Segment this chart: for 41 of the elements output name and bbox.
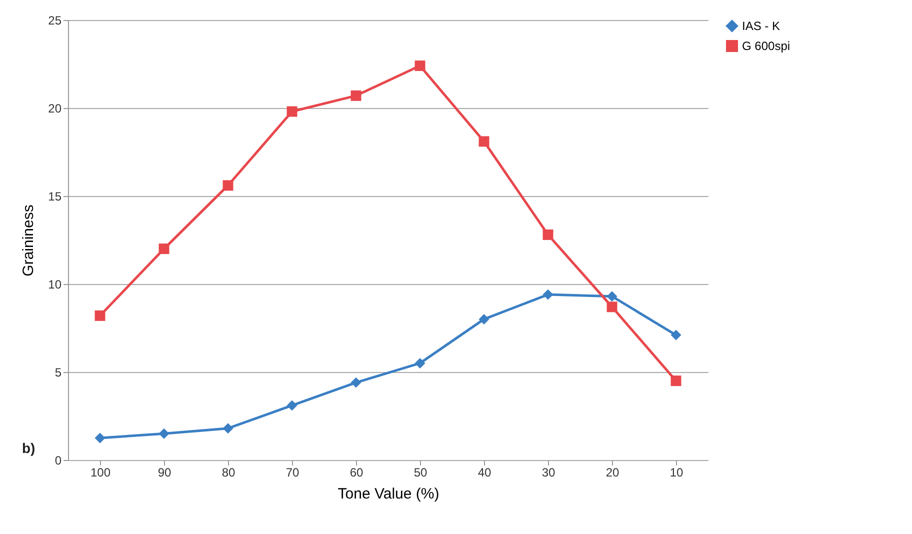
point [222, 423, 234, 434]
y-tick-label: 5 [54, 366, 62, 380]
y-axis-title: Graininess [20, 204, 38, 276]
x-tick-label: 50 [414, 466, 428, 480]
y-tick-label: 10 [48, 278, 62, 292]
point [606, 302, 618, 312]
point [94, 310, 106, 321]
legend-label: IAS - K [742, 19, 780, 33]
x-tick-label: 90 [158, 466, 172, 480]
legend-label: G 600spi [742, 39, 790, 53]
point [222, 180, 234, 191]
point [158, 428, 170, 439]
x-tick-label: 70 [286, 466, 300, 480]
point [158, 244, 170, 254]
point [350, 377, 362, 388]
x-tick-label: 100 [90, 466, 111, 480]
point [286, 106, 298, 117]
point [670, 376, 682, 386]
point [478, 136, 490, 147]
x-tick-label: 20 [606, 466, 620, 480]
point [478, 314, 490, 324]
x-tick-label: 80 [222, 466, 236, 480]
y-tick-label: 15 [48, 190, 62, 204]
x-tick-label: 40 [478, 466, 492, 480]
point [542, 289, 554, 300]
x-tick-label: 60 [350, 466, 364, 480]
point [414, 60, 426, 72]
x-tick-label: 10 [670, 466, 684, 480]
y-tick-label: 0 [54, 454, 62, 468]
x-axis-title: Tone Value (%) [338, 486, 440, 502]
y-tick-label: 25 [48, 14, 62, 28]
x-tick-label: 30 [542, 466, 556, 480]
y-tick-label: 20 [48, 102, 62, 116]
point [542, 229, 554, 240]
point [286, 400, 298, 411]
point [414, 358, 426, 368]
point [670, 330, 682, 340]
point [94, 432, 106, 444]
text: b) [22, 440, 36, 456]
point [350, 90, 362, 101]
point [606, 291, 618, 302]
